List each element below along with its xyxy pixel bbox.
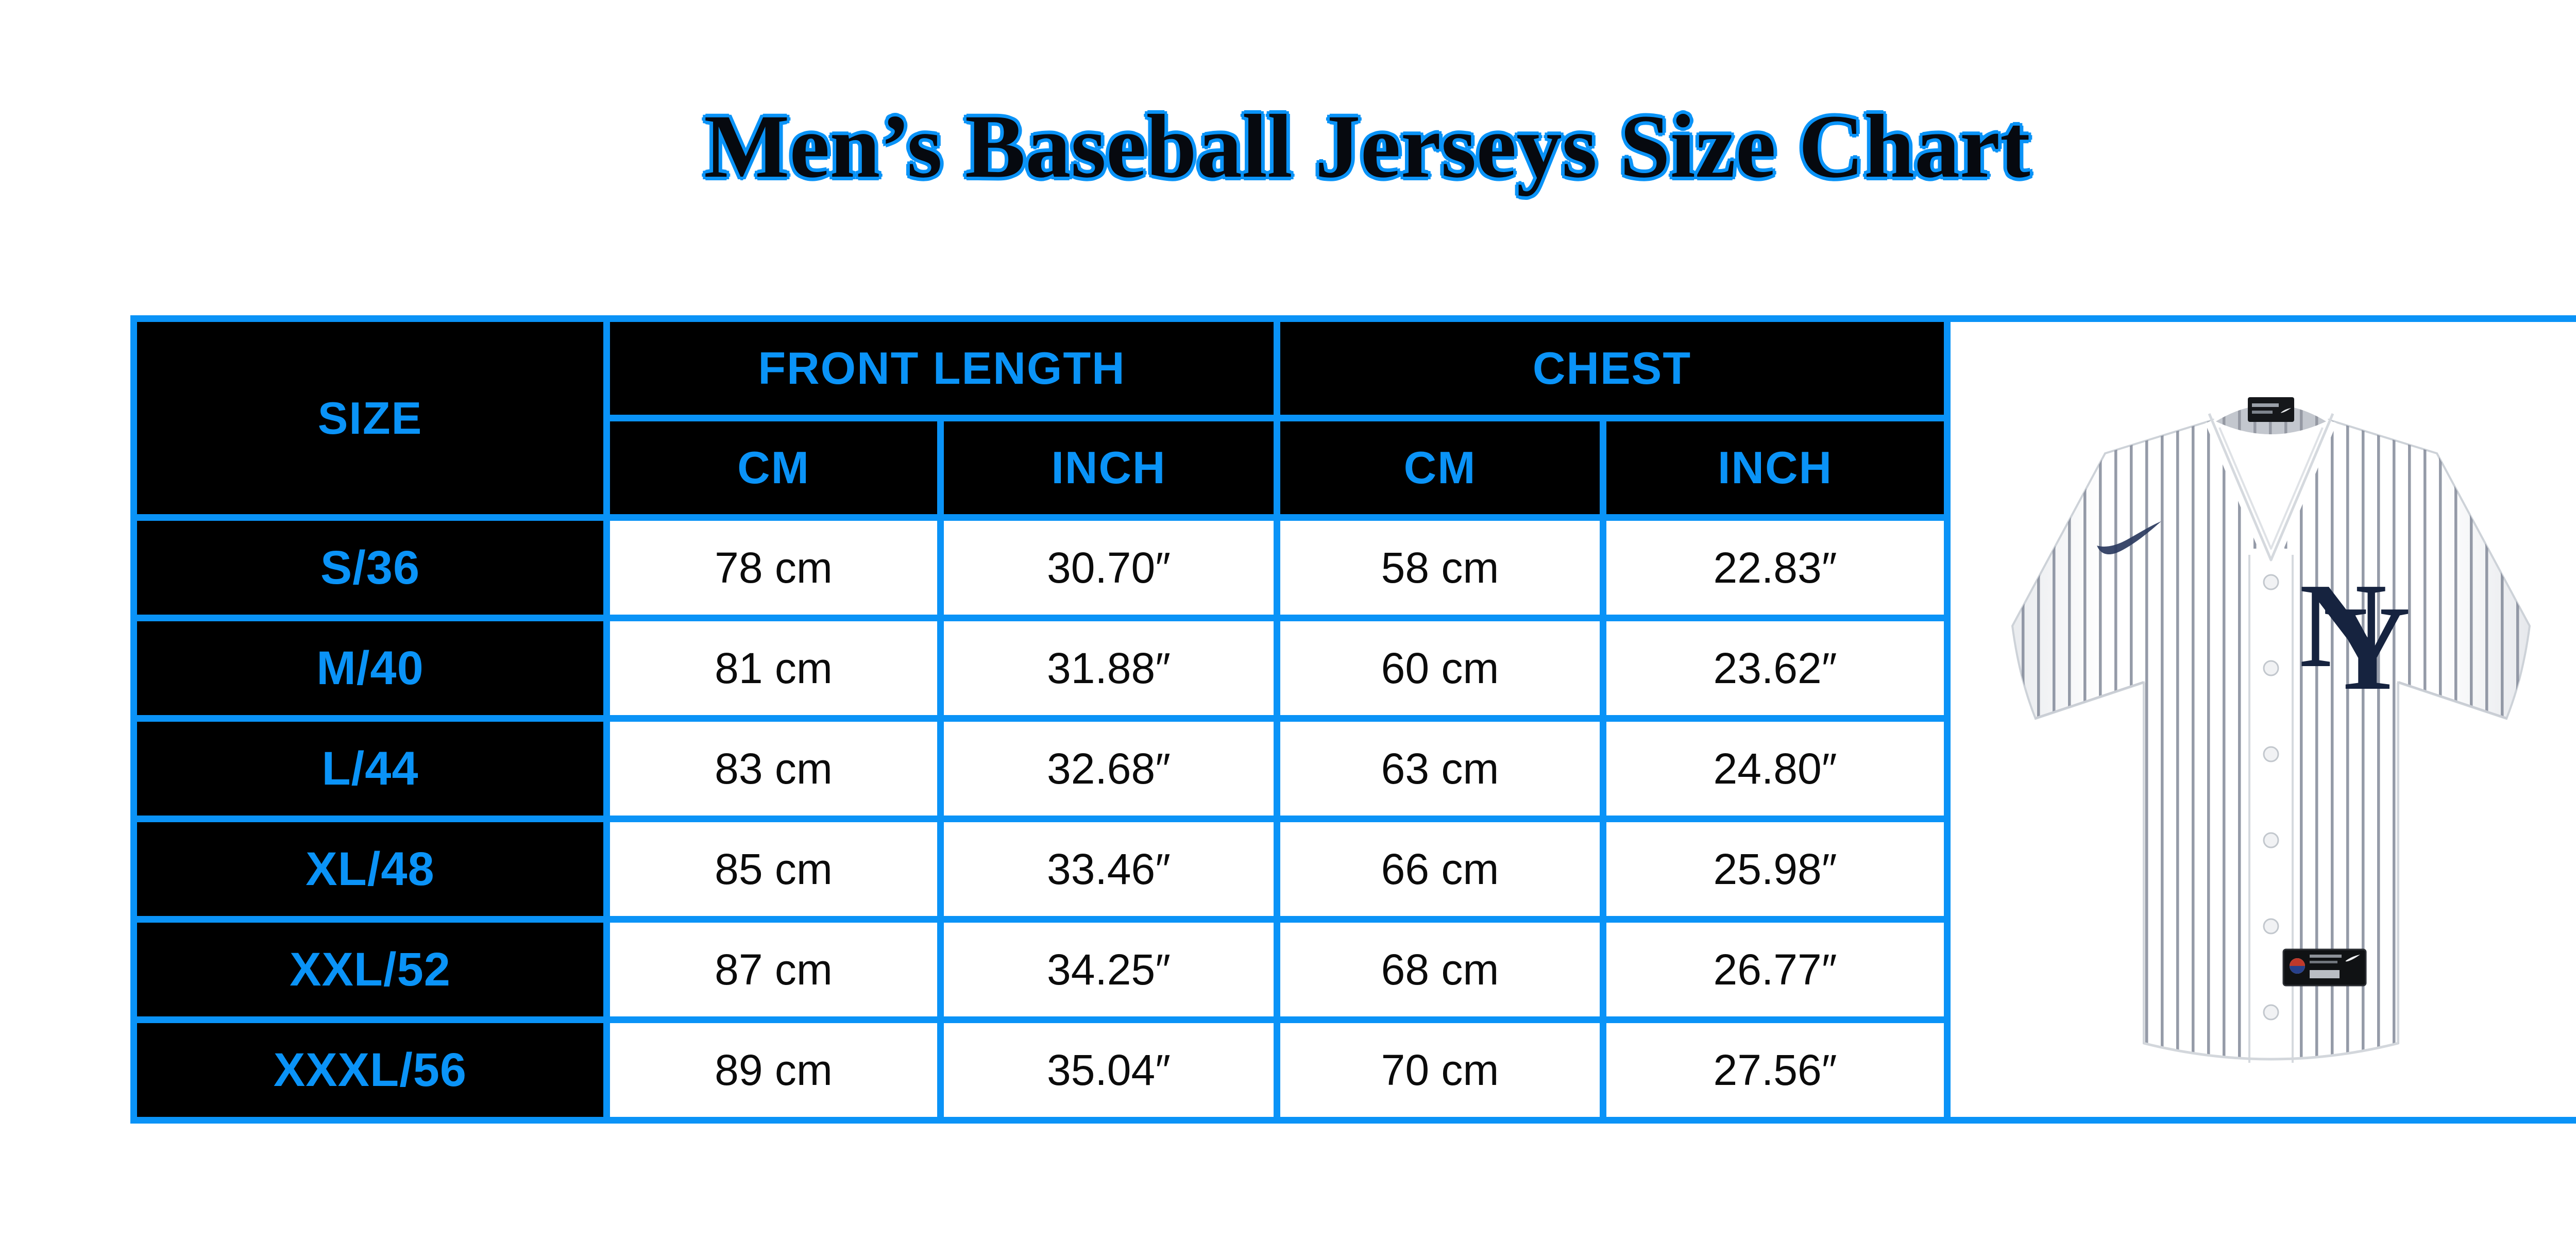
row-front-inch: 34.25″	[944, 923, 1274, 1016]
row-chest-cm: 70 cm	[1280, 1023, 1600, 1117]
header-front-inch: INCH	[944, 421, 1274, 514]
size-chart-table: SIZE FRONT LENGTH CHEST CM INCH CM INCH …	[130, 315, 2576, 1124]
row-chest-inch: 25.98″	[1606, 822, 1944, 916]
row-front-cm: 78 cm	[610, 521, 937, 615]
collar	[2205, 413, 2337, 565]
row-chest-cm: 60 cm	[1280, 621, 1600, 715]
row-chest-cm: 63 cm	[1280, 722, 1600, 816]
row-front-cm: 81 cm	[610, 621, 937, 715]
jock-tag-swoosh-icon	[2345, 954, 2360, 961]
jersey-photo: N Y	[2011, 397, 2531, 1065]
row-size-label: M/40	[137, 621, 603, 715]
jock-tag	[2282, 948, 2367, 986]
row-front-cm: 87 cm	[610, 923, 937, 1016]
row-chest-inch: 22.83″	[1606, 521, 1944, 615]
ny-logo: N Y	[2299, 558, 2411, 715]
row-front-cm: 83 cm	[610, 722, 937, 816]
row-size-label: XL/48	[137, 822, 603, 916]
row-front-inch: 33.46″	[944, 822, 1274, 916]
row-front-inch: 35.04″	[944, 1023, 1274, 1117]
row-front-inch: 30.70″	[944, 521, 1274, 615]
row-chest-inch: 26.77″	[1606, 923, 1944, 1016]
row-chest-inch: 23.62″	[1606, 621, 1944, 715]
row-chest-cm: 68 cm	[1280, 923, 1600, 1016]
row-front-inch: 32.68″	[944, 722, 1274, 816]
jersey-buttons	[2263, 574, 2279, 1020]
row-front-inch: 31.88″	[944, 621, 1274, 715]
jersey-panel: N Y	[1951, 322, 2576, 1117]
header-chest-inch: INCH	[1606, 421, 1944, 514]
neck-label-swoosh-icon	[2281, 407, 2291, 413]
header-front-length: FRONT LENGTH	[610, 322, 1274, 415]
header-chest-cm: CM	[1280, 421, 1600, 514]
header-size: SIZE	[137, 322, 603, 514]
row-chest-cm: 58 cm	[1280, 521, 1600, 615]
row-chest-inch: 27.56″	[1606, 1023, 1944, 1117]
button-placket	[2248, 548, 2294, 1065]
row-size-label: XXL/52	[137, 923, 603, 1016]
row-chest-cm: 66 cm	[1280, 822, 1600, 916]
row-size-label: XXXL/56	[137, 1023, 603, 1117]
header-front-cm: CM	[610, 421, 937, 514]
row-front-cm: 89 cm	[610, 1023, 937, 1117]
inside-back-neck	[2216, 397, 2326, 434]
nike-swoosh-icon	[2097, 521, 2161, 554]
ny-logo-n: N	[2299, 558, 2387, 692]
row-front-cm: 85 cm	[610, 822, 937, 916]
row-size-label: L/44	[137, 722, 603, 816]
row-chest-inch: 24.80″	[1606, 722, 1944, 816]
row-size-label: S/36	[137, 521, 603, 615]
header-chest: CHEST	[1280, 322, 1944, 415]
ny-logo-y: Y	[2323, 581, 2411, 715]
page-title: Men’s Baseball Jerseys Size Chart	[704, 96, 2030, 197]
